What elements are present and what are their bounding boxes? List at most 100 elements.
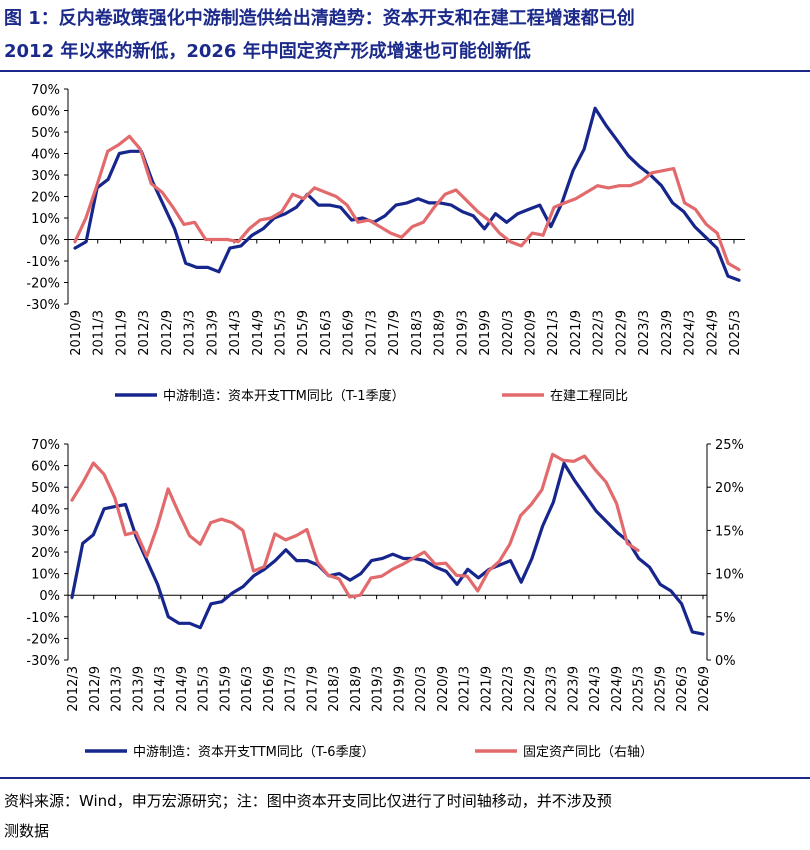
y-right-tick-label: 5% — [715, 611, 736, 626]
x-tick-label: 2025/9 — [653, 666, 668, 712]
y-tick-label: -30% — [26, 654, 60, 669]
x-axis-labels: 2010/9 2011/3 2011/9 2012/3 2012/9 2013/3 2013… — [69, 310, 743, 356]
x-tick-label: 2012/3 — [137, 310, 152, 356]
source-note: 资料来源：Wind，申万宏源研究；注：图中资本开支同比仅进行了时间轴移动，并不涉… — [4, 786, 794, 846]
source-line-2: 测数据 — [4, 822, 50, 840]
x-tick-label: 2019/9 — [392, 666, 407, 712]
series-line-red — [70, 452, 640, 599]
x-tick-label: 2018/3 — [327, 666, 342, 712]
y-right-tick-label: 10% — [715, 568, 744, 583]
x-tick-label: 2013/9 — [131, 666, 146, 712]
x-tick-label: 2015/9 — [218, 666, 233, 712]
y-axis-labels: 70% 60% 50% 40% 30% 20% 10% 0% -10% -20% -30% — [26, 83, 60, 313]
y-tick-label: 50% — [31, 126, 60, 141]
y-tick-label: -20% — [26, 277, 60, 292]
y-right-tick-label: 25% — [715, 438, 744, 453]
x-tick-label: 2012/3 — [66, 666, 81, 712]
y-tick-label: 40% — [31, 503, 60, 518]
x-tick-label: 2015/3 — [274, 310, 289, 356]
x-tick-label: 2013/3 — [110, 666, 125, 712]
x-tick-label: 2022/9 — [523, 666, 538, 712]
x-tick-label: 2011/9 — [114, 310, 129, 356]
x-tick-label: 2024/9 — [705, 310, 720, 356]
x-tick-label: 2018/3 — [410, 310, 425, 356]
x-tick-label: 2014/9 — [175, 666, 190, 712]
series-line-blue — [73, 106, 741, 282]
y-right-tick-label: 0% — [715, 654, 736, 669]
x-tick-label: 2020/3 — [501, 310, 516, 356]
y-right-tick-label: 20% — [715, 481, 744, 496]
x-tick-label: 2021/9 — [569, 310, 584, 356]
x-tick-label: 2016/3 — [240, 666, 255, 712]
x-tick-label: 2023/3 — [545, 666, 560, 712]
x-tick-label: 2012/9 — [160, 310, 175, 356]
x-tick-label: 2024/3 — [588, 666, 603, 712]
y-tick-label: 10% — [31, 568, 60, 583]
x-tick-label: 2025/3 — [632, 666, 647, 712]
x-tick-label: 2022/9 — [614, 310, 629, 356]
legend-label: 中游制造：资本开支TTM同比（T-6季度） — [133, 744, 375, 760]
y-tick-label: 0% — [39, 234, 60, 249]
x-tick-label: 2019/3 — [455, 310, 470, 356]
x-tick-label: 2018/9 — [433, 310, 448, 356]
x-tick-label: 2015/9 — [296, 310, 311, 356]
x-axis-labels: 2012/3 2012/9 2013/3 2013/9 2014/3 2014/9 2015… — [66, 666, 712, 712]
y-tick-label: 40% — [31, 148, 60, 163]
y-tick-label: 20% — [31, 191, 60, 206]
chart-top: 70% 60% 50% 40% 30% 20% 10% 0% -10% -20% -30% 2010… — [0, 72, 810, 422]
y-tick-label: 60% — [31, 105, 60, 120]
x-tick-label: 2023/9 — [566, 666, 581, 712]
axes — [64, 443, 711, 661]
x-tick-label: 2020/3 — [414, 666, 429, 712]
chart-bottom: 70% 60% 50% 40% 30% 20% 10% 0% -10% -20% -30% 25% 2… — [0, 425, 810, 775]
y-tick-label: 30% — [31, 169, 60, 184]
legend-label: 中游制造：资本开支TTM同比（T-1季度） — [163, 388, 405, 404]
y-tick-label: 30% — [31, 524, 60, 539]
legend: 中游制造：资本开支TTM同比（T-1季度） 在建工程同比 — [115, 388, 628, 404]
title-line-1: 图 1：反内卷政策强化中游制造供给出清趋势：资本开支和在建工程增速都已创 — [4, 8, 635, 29]
axes — [64, 88, 745, 305]
y-tick-label: -10% — [26, 255, 60, 270]
y-tick-label: 70% — [31, 83, 60, 98]
x-tick-label: 2026/9 — [697, 666, 712, 712]
legend-label: 固定资产同比（右轴） — [523, 745, 653, 760]
y-right-tick-label: 15% — [715, 524, 744, 539]
x-tick-label: 2021/9 — [479, 666, 494, 712]
x-tick-label: 2016/9 — [262, 666, 277, 712]
x-tick-label: 2013/3 — [183, 310, 198, 356]
x-tick-label: 2017/9 — [305, 666, 320, 712]
source-rule — [0, 777, 810, 779]
legend-label: 在建工程同比 — [550, 389, 628, 404]
y-tick-label: 50% — [31, 481, 60, 496]
y-tick-label: 60% — [31, 460, 60, 475]
x-tick-label: 2013/9 — [205, 310, 220, 356]
x-tick-label: 2020/9 — [436, 666, 451, 712]
y-tick-label: -30% — [26, 298, 60, 313]
series-lines — [73, 106, 741, 282]
x-tick-label: 2019/3 — [371, 666, 386, 712]
x-tick-label: 2017/3 — [284, 666, 299, 712]
y-axis-left-labels: 70% 60% 50% 40% 30% 20% 10% 0% -10% -20% -30% — [26, 438, 60, 669]
title-rule — [0, 70, 810, 72]
x-tick-label: 2023/9 — [660, 310, 675, 356]
title-line-2: 2012 年以来的新低，2026 年中固定资产形成增速也可能创新低 — [4, 41, 531, 62]
x-tick-label: 2022/3 — [501, 666, 516, 712]
x-tick-label: 2024/9 — [610, 666, 625, 712]
x-tick-label: 2016/9 — [342, 310, 357, 356]
x-tick-label: 2017/9 — [387, 310, 402, 356]
series-line-blue — [70, 461, 705, 636]
x-tick-label: 2011/3 — [92, 310, 107, 356]
x-tick-label: 2021/3 — [546, 310, 561, 356]
x-tick-label: 2019/9 — [478, 310, 493, 356]
x-tick-label: 2022/3 — [592, 310, 607, 356]
x-tick-label: 2014/3 — [153, 666, 168, 712]
x-tick-label: 2017/3 — [364, 310, 379, 356]
series-line-red — [73, 134, 741, 272]
x-tick-label: 2025/3 — [728, 310, 743, 356]
y-tick-label: -10% — [26, 611, 60, 626]
y-tick-label: 10% — [31, 212, 60, 227]
x-tick-label: 2014/9 — [251, 310, 266, 356]
x-tick-label: 2014/3 — [228, 310, 243, 356]
source-line-1: 资料来源：Wind，申万宏源研究；注：图中资本开支同比仅进行了时间轴移动，并不涉… — [4, 792, 612, 810]
y-tick-label: 20% — [31, 546, 60, 561]
